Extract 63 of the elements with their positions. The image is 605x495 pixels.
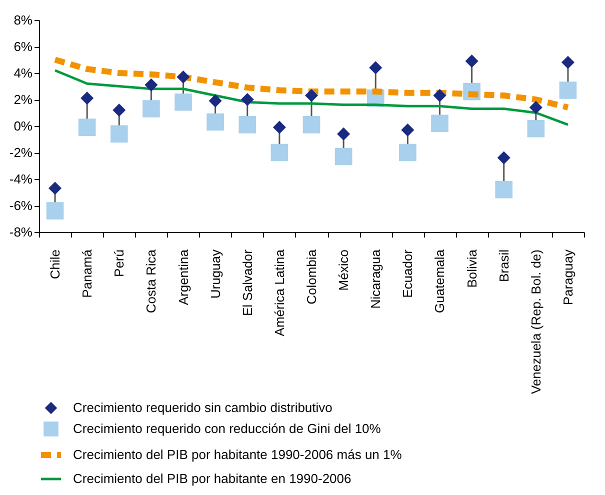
point <box>144 78 158 92</box>
point <box>399 144 416 162</box>
point <box>80 92 94 105</box>
x-tick-label: Costa Rica <box>144 248 159 314</box>
legend-label: Crecimiento del PIB por habitante en 1990-2006 <box>73 471 352 486</box>
point <box>272 120 286 134</box>
x-tick-label: América Latina <box>272 248 287 336</box>
point <box>48 182 62 195</box>
x-tick-label: Brasil <box>496 249 512 282</box>
y-tick-label: 6% <box>14 39 33 54</box>
y-tick-label: 2% <box>14 92 33 107</box>
point <box>369 61 382 74</box>
point <box>110 125 128 143</box>
point <box>337 127 350 140</box>
y-tick-label: -6% <box>9 198 33 213</box>
point <box>206 113 224 131</box>
point <box>270 144 288 162</box>
point <box>46 202 64 220</box>
point <box>465 54 478 68</box>
point <box>433 89 446 102</box>
point <box>304 89 318 102</box>
point <box>176 70 190 84</box>
point <box>302 116 320 134</box>
x-tick-label: Bolivia <box>464 248 480 288</box>
x-tick-label: Guatemala <box>432 248 448 314</box>
x-tick-label: Colombia <box>304 248 319 304</box>
point <box>495 180 513 198</box>
legend-label: Crecimiento requerido sin cambio distributivo <box>73 400 332 415</box>
x-tick-label: Panamá <box>80 248 95 298</box>
point <box>238 116 256 134</box>
point <box>112 104 126 117</box>
y-tick-label: -4% <box>9 172 33 186</box>
x-tick-label: Venezuela (Rep. Bol. de) <box>528 250 544 394</box>
point <box>240 92 254 106</box>
point <box>529 100 542 114</box>
point <box>559 82 577 99</box>
y-tick-label: 0% <box>14 118 33 134</box>
x-tick-label: Uruguay <box>208 249 223 299</box>
x-tick-label: Nicaragua <box>368 248 384 309</box>
y-tick-label: -8% <box>9 224 33 240</box>
x-tick-label: El Salvador <box>240 248 255 316</box>
y-tick-label: 4% <box>14 66 33 80</box>
y-tick-label: 8% <box>14 12 33 28</box>
point <box>334 148 352 166</box>
legend-label: Crecimiento requerido con reducción de Gini del 10% <box>73 421 382 436</box>
y-tick-label: -2% <box>9 145 33 160</box>
x-tick-label: Ecuador <box>400 248 416 298</box>
point <box>174 93 192 111</box>
line-series <box>54 69 570 126</box>
point <box>497 151 510 164</box>
legend-label: Crecimiento del PIB por habitante 1990-2006 más un 1% <box>73 447 402 462</box>
point <box>561 56 574 69</box>
point <box>401 123 414 136</box>
x-tick-label: Paraguay <box>560 249 576 306</box>
x-tick-label: México <box>336 250 352 291</box>
x-tick-label: Perú <box>112 250 127 277</box>
point <box>431 114 448 132</box>
x-tick-label: Chile <box>48 250 63 280</box>
point <box>208 94 222 108</box>
point <box>78 118 96 136</box>
point <box>142 100 160 118</box>
x-tick-label: Argentina <box>176 248 191 306</box>
point <box>527 120 545 138</box>
